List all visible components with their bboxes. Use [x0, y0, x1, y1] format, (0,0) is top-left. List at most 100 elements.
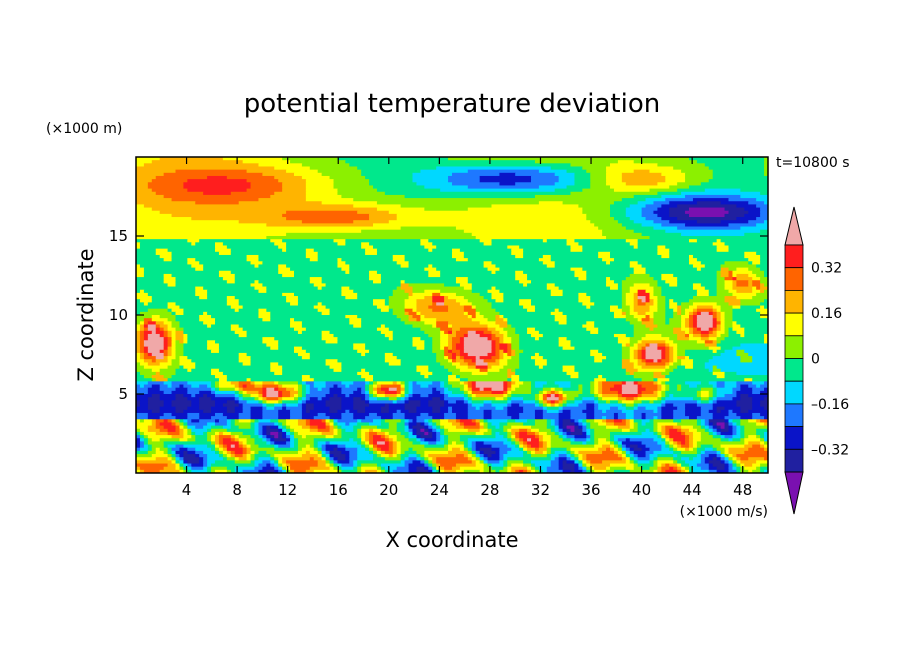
contour-cell-run	[297, 384, 303, 389]
contour-cell-run	[527, 419, 536, 424]
contour-cell-run	[183, 349, 212, 354]
contour-cell-run	[531, 356, 544, 360]
contour-cell-run	[673, 299, 690, 303]
contour-cell-run	[550, 254, 599, 259]
contour-cell-run	[653, 359, 658, 363]
contour-cell-run	[136, 273, 145, 278]
contour-cell-run	[712, 412, 730, 417]
contour-cell-run	[262, 425, 267, 430]
contour-cell-run	[222, 454, 228, 458]
contour-cell-run	[392, 337, 414, 341]
contour-cell-run	[392, 258, 406, 262]
contour-cell-run	[424, 444, 445, 449]
contour-cell-run	[357, 431, 362, 436]
contour-cell-run	[163, 450, 169, 455]
contour-cell-run	[159, 469, 181, 473]
contour-cell-run	[467, 311, 477, 316]
contour-cell-run	[712, 422, 718, 427]
contour-cell-run	[313, 378, 366, 382]
contour-cell-run	[183, 431, 188, 436]
contour-cell-run	[282, 368, 335, 373]
contour-cell-run	[756, 466, 761, 471]
contour-cell-run	[665, 390, 698, 395]
contour-cell-run	[388, 308, 394, 313]
contour-cell-run	[570, 457, 576, 461]
contour-cell-run	[700, 438, 722, 442]
contour-cell-run	[143, 441, 149, 446]
contour-cell-run	[136, 232, 287, 237]
contour-cell-run	[661, 394, 666, 398]
contour-cell-run	[175, 460, 181, 465]
contour-cell-run	[226, 422, 232, 427]
contour-cell-run	[266, 400, 279, 405]
contour-cell-run	[736, 330, 745, 335]
contour-cell-run	[724, 463, 730, 468]
contour-cell-run	[380, 435, 386, 439]
contour-cell-run	[471, 394, 477, 398]
contour-cell-run	[479, 321, 497, 326]
contour-cell-run	[570, 450, 576, 455]
contour-cell-run	[534, 194, 635, 199]
contour-cell-run	[700, 425, 706, 430]
contour-cell-run	[578, 419, 583, 424]
contour-cell-run	[416, 469, 429, 473]
contour-cell-run	[586, 422, 591, 427]
contour-cell-run	[432, 381, 441, 386]
contour-cell-run	[621, 175, 666, 180]
contour-cell-run	[136, 207, 153, 212]
contour-cell-run	[704, 419, 710, 424]
contour-cell-run	[353, 346, 366, 351]
contour-cell-run	[507, 444, 516, 449]
contour-cell-run	[321, 311, 331, 316]
contour-cell-run	[507, 378, 512, 382]
contour-cell-run	[621, 428, 631, 433]
contour-cell-run	[586, 425, 591, 430]
contour-cell-run	[527, 431, 536, 436]
contour-cell-run	[467, 258, 540, 262]
contour-cell-run	[136, 412, 149, 417]
contour-cell-run	[538, 438, 544, 442]
contour-cell-run	[136, 229, 362, 234]
contour-cell-run	[215, 321, 291, 326]
contour-cell-run	[700, 390, 710, 395]
contour-cell-run	[598, 447, 607, 452]
contour-cell-run	[444, 431, 477, 436]
contour-cell-run	[282, 425, 287, 430]
contour-cell-run	[384, 450, 394, 455]
contour-cell-run	[258, 394, 263, 398]
contour-cell-run	[274, 454, 303, 458]
contour-cell-run	[708, 463, 714, 468]
contour-cell-run	[527, 273, 576, 278]
contour-cell-run	[183, 352, 240, 357]
contour-cell-run	[649, 466, 658, 471]
contour-cell-run	[677, 311, 682, 316]
contour-cell-run	[491, 343, 497, 348]
contour-cell-run	[448, 340, 453, 345]
contour-cell-run	[136, 346, 141, 351]
contour-cell-run	[365, 378, 374, 382]
contour-cell-run	[262, 318, 271, 322]
contour-cell-run	[586, 438, 591, 442]
contour-cell-run	[724, 406, 741, 411]
contour-cell-run	[242, 384, 248, 389]
contour-cell-run	[542, 261, 556, 266]
contour-cell-run	[716, 390, 734, 395]
contour-cell-run	[171, 422, 177, 427]
contour-cell-run	[341, 412, 354, 417]
contour-cell-run	[353, 428, 358, 433]
contour-cell-run	[665, 296, 694, 300]
contour-cell-run	[744, 254, 761, 259]
contour-cell-run	[495, 343, 500, 348]
contour-cell-run	[254, 438, 263, 442]
contour-cell-run	[594, 387, 599, 392]
contour-cell-run	[195, 267, 204, 272]
contour-cell-run	[408, 419, 414, 424]
contour-cell-run	[136, 157, 161, 161]
contour-cell-run	[136, 191, 157, 196]
contour-cell-run	[183, 330, 236, 335]
contour-cell-run	[700, 283, 718, 288]
contour-cell-run	[424, 185, 469, 190]
contour-cell-run	[641, 264, 694, 269]
contour-cell-run	[337, 469, 342, 473]
contour-cell-run	[550, 422, 556, 427]
